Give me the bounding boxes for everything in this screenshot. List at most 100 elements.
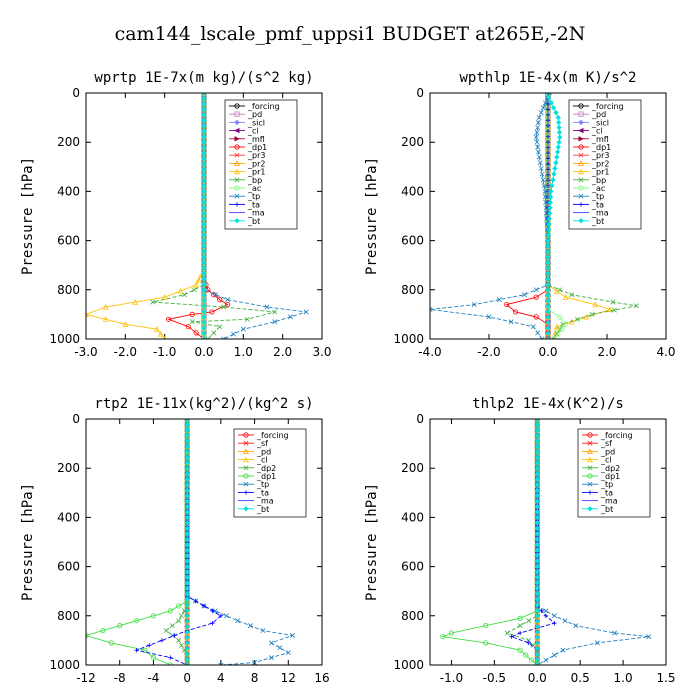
series-point [272,319,278,325]
series-point [547,199,553,205]
series-point [557,287,563,293]
series-point [534,651,540,657]
legend-item: _bt [582,505,613,514]
series-point [201,303,207,309]
x-tick-label: -1.0 [440,671,463,685]
series-point [184,492,190,499]
series-point [548,100,554,106]
series-point [201,166,207,173]
legend-marker [578,127,584,134]
series-point [201,254,207,260]
series-point [534,607,540,613]
x-tick-label: 2.0 [597,345,616,359]
legend-label: _pd [247,110,262,119]
series-point [201,259,207,266]
series-point [545,319,551,326]
series-point [612,630,617,636]
series-point [589,311,595,317]
legend-item: _pd [582,447,615,456]
series-point [539,171,545,177]
series-point [539,336,545,339]
series-point [554,331,560,337]
legend-marker [578,218,584,224]
series-point [534,542,540,548]
series-point [545,287,551,293]
x-tick-label: 1.5 [656,671,675,685]
series-point [534,432,540,439]
series-point [166,316,172,322]
series-point [193,330,199,336]
y-tick-label: 600 [401,234,424,248]
series-point [504,301,510,308]
legend-label: _bp [247,176,262,185]
series-point [534,520,540,526]
series-point [211,330,217,336]
legend-label: _sicl [247,118,265,127]
series-point [184,531,190,537]
legend-marker [243,473,249,479]
panel-title: thlp2 1E-4x(K^2)/s [472,396,624,412]
y-tick-label: 200 [401,135,424,149]
series-point [201,93,207,96]
series-point [150,655,157,661]
x-tick-label: 1.0 [614,671,633,685]
series-point [184,520,190,526]
series-point [533,314,539,320]
legend-label: _mfl [591,135,609,144]
y-tick-label: 400 [401,184,424,198]
series-line [203,93,307,339]
legend-item: _pr1 [573,168,609,177]
series-point [223,613,229,619]
series-point [540,177,546,183]
y-tick-label: 800 [401,283,424,297]
x-tick-label: 0.5 [571,671,590,685]
series-point [201,177,207,184]
series-point [201,95,207,102]
series-point [184,618,190,624]
series-point [534,662,540,665]
legend-item: _bt [573,217,604,226]
legend-label: _forcing [256,431,289,440]
panel-title: wpthlp 1E-4x(m K)/s^2 [459,70,636,86]
series-point [201,270,207,277]
series-point [195,276,202,283]
series-point [555,114,561,121]
series-point [547,205,553,211]
series-point [163,628,169,634]
series-point [213,292,219,298]
series-point [528,657,535,663]
series-dp2 [163,419,190,665]
y-tick-label: 0 [416,86,424,100]
legend-label: _bp [591,176,606,185]
legend-marker [578,185,584,191]
series-point [240,326,246,332]
legend-item: _pr2 [229,159,265,168]
series-point [517,615,523,621]
series-point [303,309,309,315]
series-dp1 [86,419,190,665]
legend-item: _ta [238,488,269,497]
series-point [184,454,190,460]
legend-marker [587,481,593,487]
x-tick-label: 0 [183,671,191,685]
y-axis-label: Pressure [hPa] [20,157,36,275]
series-point [535,144,541,150]
series-point [201,232,207,238]
legend: _forcing_sf_pd_cl_dp2_dp1_tp_ta_ma_bt [577,428,651,518]
series-point [550,177,556,183]
x-tick-label: 16 [314,671,329,685]
series-point [201,199,207,205]
chart-panel-3: rtp2 1E-11x(kg^2)/(kg^2 s) Pressure [hPa]… [20,396,330,685]
series-point [543,657,549,663]
chart-panel-2: wpthlp 1E-4x(m K)/s^2 Pressure [hPa] -4.0 -… [364,70,676,359]
series-ta [134,419,224,665]
series-point [201,101,207,107]
series-point [534,580,540,586]
y-tick-label: 1000 [393,332,424,346]
legend-item: _ma [573,209,609,218]
series-point [134,648,139,653]
series-point [610,299,616,305]
series-point [563,321,569,327]
legend-label: _pr2 [591,159,609,168]
x-tick-label: -1.0 [153,345,176,359]
